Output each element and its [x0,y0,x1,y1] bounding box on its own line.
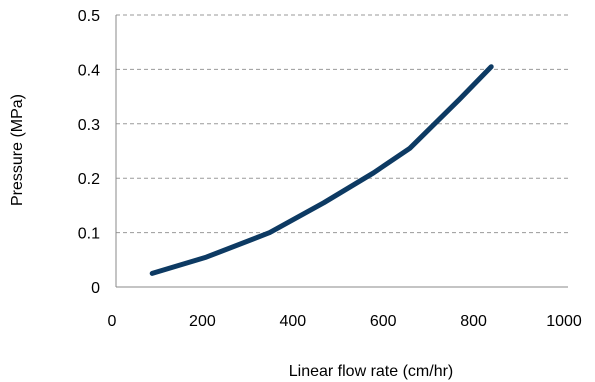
y-tick-label: 0 [91,280,100,297]
x-tick-label: 0 [108,313,117,330]
y-axis-title: Pressure (MPa) [9,94,26,206]
x-tick-label: 400 [279,313,306,330]
x-tick-label: 200 [189,313,216,330]
x-tick-label: 600 [370,313,397,330]
y-tick-label: 0.2 [78,171,100,188]
gridlines [116,14,568,234]
y-tick-labels: 0 0.1 0.2 0.3 0.4 0.5 [78,8,100,297]
x-tick-labels: 0 200 400 600 800 1000 [108,313,582,330]
x-tick-label: 1000 [546,313,582,330]
y-tick-label: 0.4 [78,62,100,79]
series-line [149,64,494,276]
y-tick-label: 0.1 [78,226,100,243]
x-tick-label: 800 [460,313,487,330]
series-group [149,64,494,276]
y-tick-label: 0.3 [78,117,100,134]
y-tick-label: 0.5 [78,8,100,25]
x-axis-title: Linear flow rate (cm/hr) [289,363,454,380]
